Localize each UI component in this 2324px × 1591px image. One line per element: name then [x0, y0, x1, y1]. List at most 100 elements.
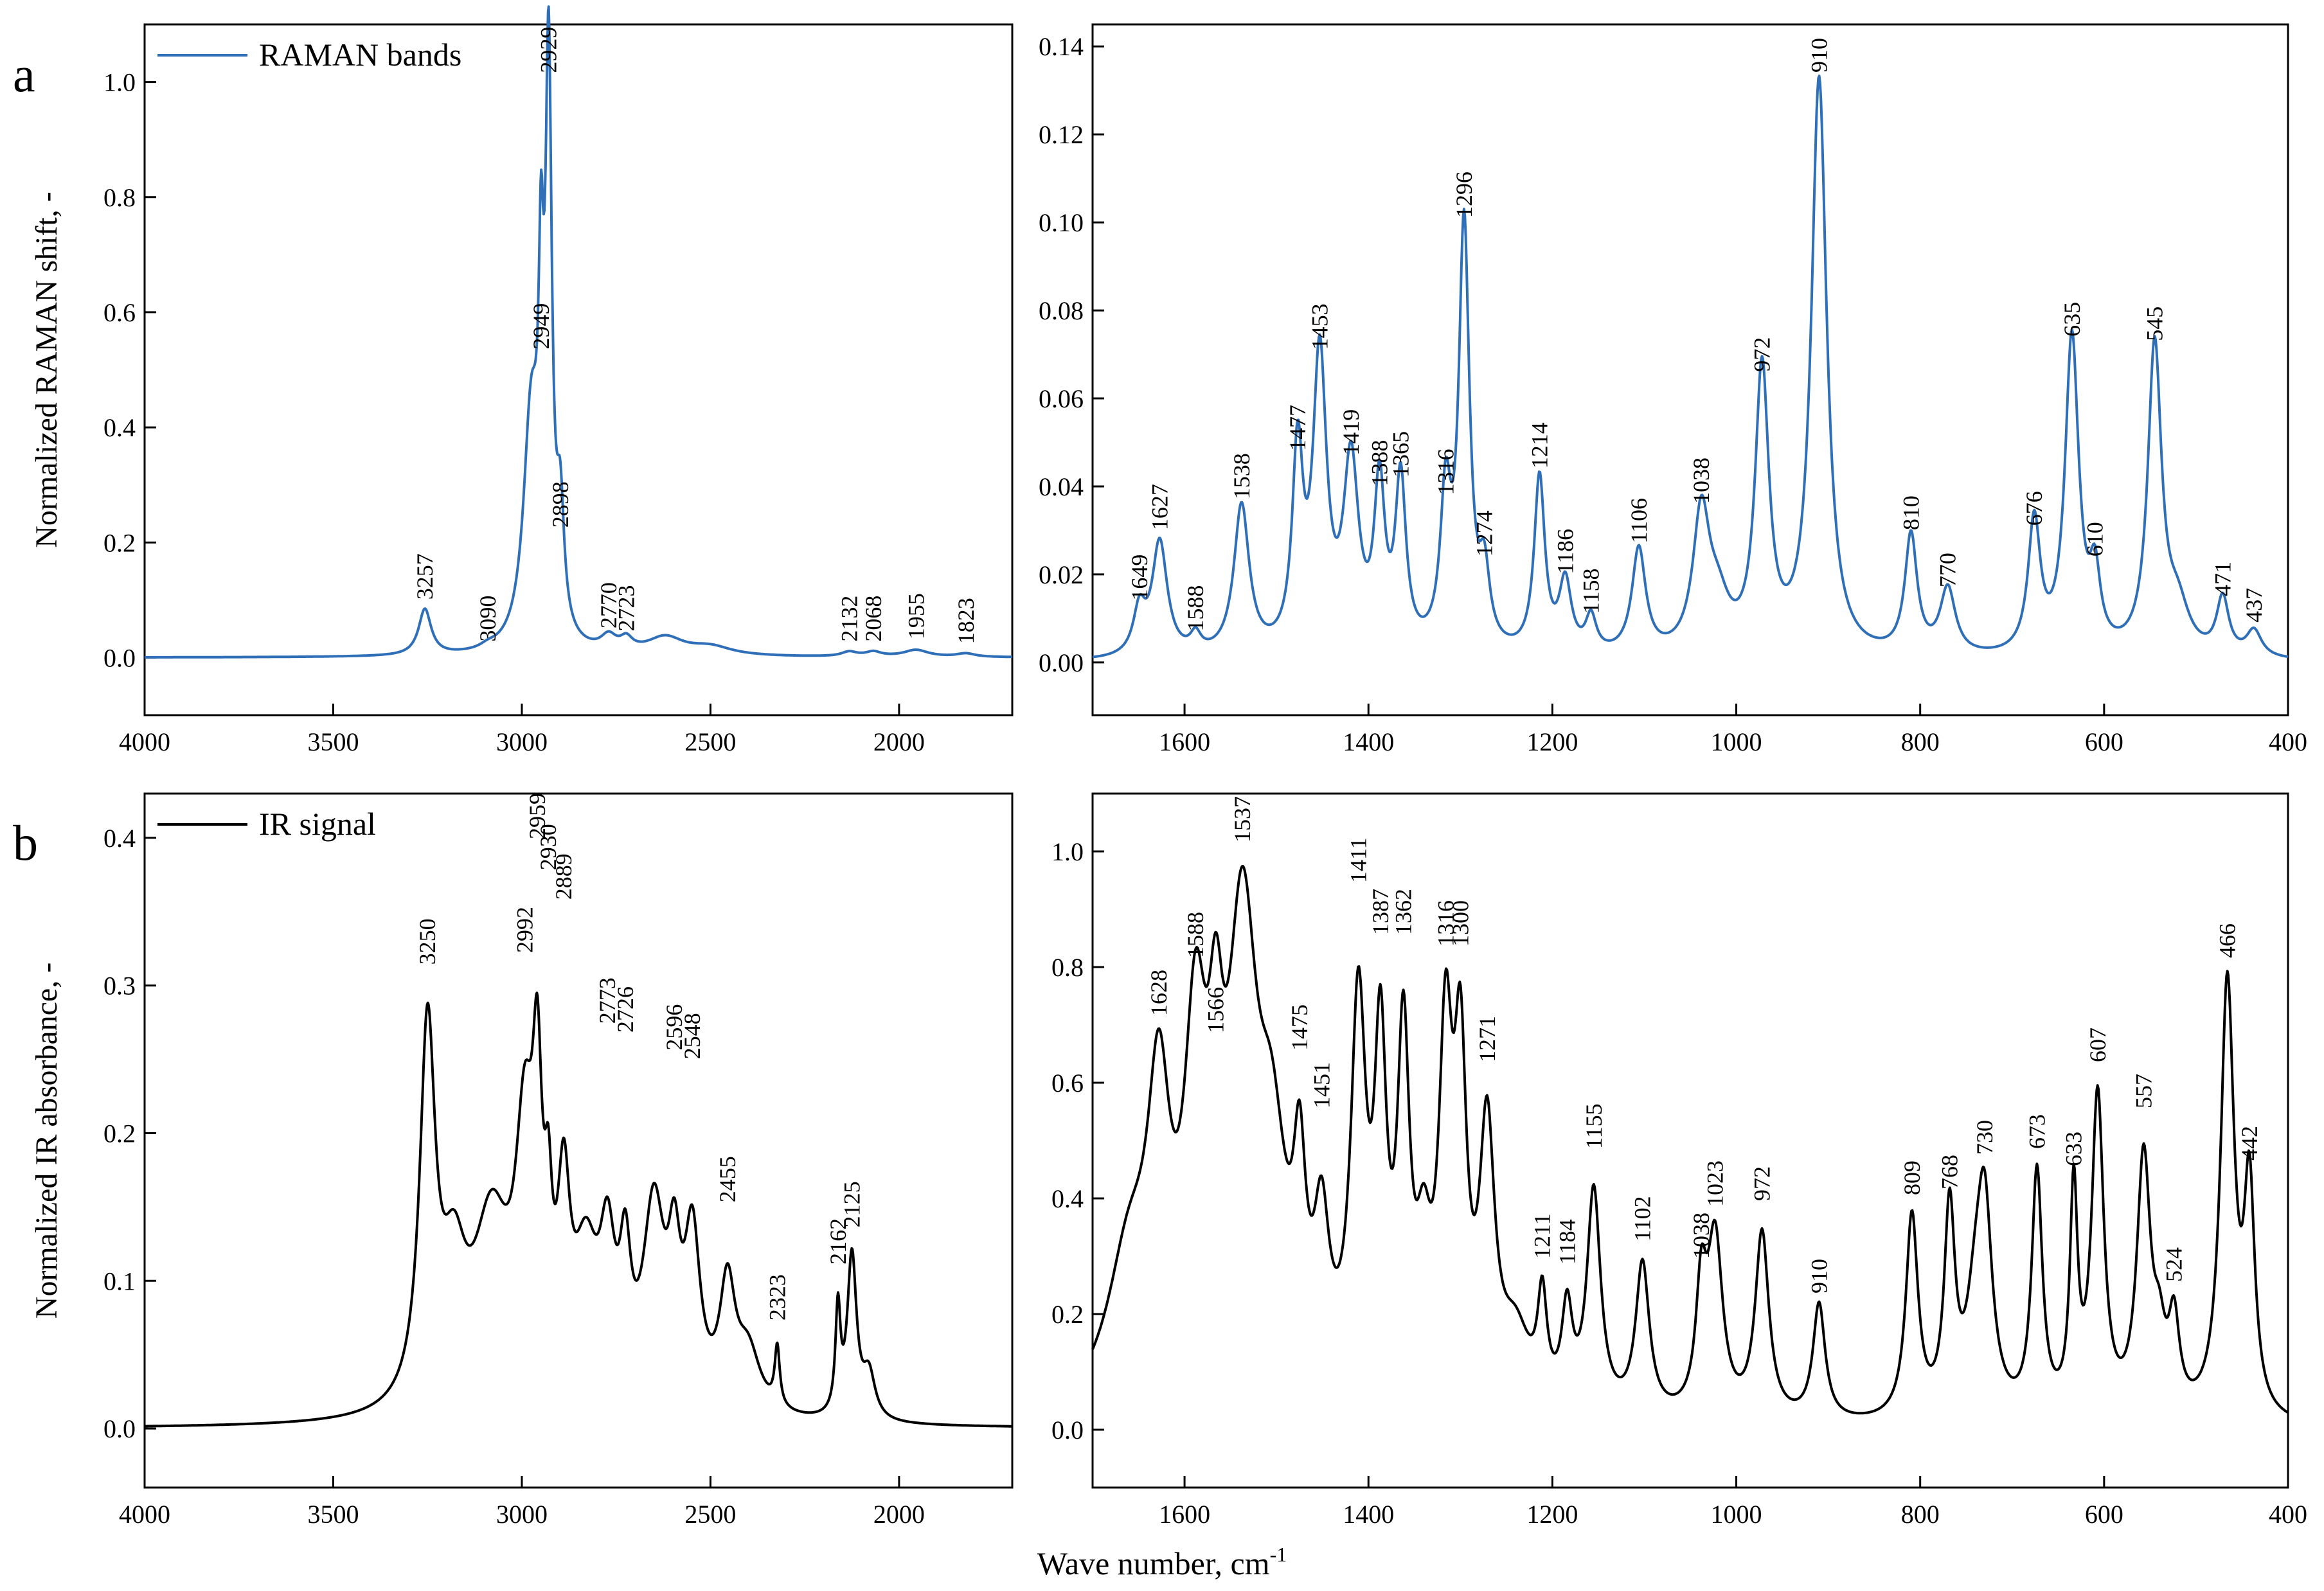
raman-high-panel: 4000 3500 3000 2500 2000 0.0 0.2 0.4 0.6 0.8 1.0 32…: [30, 5, 1014, 756]
ir-low-ytick-label-1: 0.2: [1051, 1300, 1084, 1329]
ir-high-xtick-label-4: 2000: [873, 1500, 925, 1529]
shared-x-axis-label: Wave number, cm-1: [1037, 1543, 1287, 1581]
raman-low-peak-label-770: 770: [1935, 553, 1961, 587]
raman-low-peak-label-545: 545: [2142, 307, 2168, 341]
raman-low-ytick-label-2: 0.04: [1039, 472, 1084, 501]
raman-high-peak-label-2929: 2929: [536, 27, 562, 73]
raman-low-peak-label-1538: 1538: [1229, 453, 1255, 499]
shared-x-axis-label-text: Wave number, cm: [1037, 1545, 1270, 1581]
ir-low-xtick-label-5: 600: [2085, 1500, 2123, 1529]
ir-high-peak-label-2455: 2455: [715, 1156, 740, 1202]
ir-low-peak-label-1271: 1271: [1474, 1016, 1500, 1062]
ir-high-panel: 4000 3500 3000 2500 2000 0.0 0.1 0.2 0.3 0.4 3250 2…: [30, 792, 1014, 1529]
ir-low-xtick-label-0: 1600: [1159, 1500, 1210, 1529]
ir-high-series-line: [144, 991, 1013, 1428]
ir-low-peak-label-1475: 1475: [1287, 1004, 1312, 1051]
ir-high-ytick-label-0: 0.0: [103, 1414, 136, 1443]
ir-low-peak-label-972: 972: [1749, 1166, 1775, 1201]
raman-low-xtick-label-4: 800: [1901, 727, 1940, 756]
raman-high-ytick-label-1: 0.2: [103, 528, 136, 557]
raman-low-peak-label-635: 635: [2059, 302, 2085, 337]
ir-high-peak-label-2726: 2726: [612, 986, 638, 1033]
raman-low-peak-label-610: 610: [2082, 522, 2108, 556]
ir-low-peak-label-673: 673: [2024, 1114, 2050, 1149]
raman-low-series-line: [1092, 75, 2289, 659]
raman-high-legend-label: RAMAN bands: [259, 37, 461, 73]
raman-low-peak-label-1365: 1365: [1388, 431, 1413, 477]
raman-low-peak-label-1296: 1296: [1451, 172, 1477, 218]
ir-low-peak-label-1628: 1628: [1146, 970, 1172, 1016]
ir-low-peak-label-1211: 1211: [1530, 1213, 1555, 1259]
raman-high-peak-label-2132: 2132: [836, 596, 862, 642]
raman-low-ytick-label-0: 0.00: [1039, 648, 1084, 677]
raman-high-ytick-label-2: 0.4: [103, 413, 136, 442]
raman-low-xtick-label-2: 1200: [1526, 727, 1578, 756]
ir-low-peak-label-1102: 1102: [1630, 1196, 1656, 1241]
panel-label-b: b: [13, 815, 38, 871]
raman-high-ytick-label-5: 1.0: [103, 68, 136, 97]
ir-high-peak-label-2125: 2125: [839, 1181, 865, 1227]
shared-x-axis-label-superscript: -1: [1270, 1543, 1287, 1566]
raman-low-ytick-label-3: 0.06: [1039, 384, 1084, 413]
ir-low-peak-label-1155: 1155: [1581, 1103, 1607, 1149]
raman-low-peak-label-910: 910: [1806, 38, 1832, 73]
raman-low-peak-label-810: 810: [1898, 495, 1924, 530]
raman-low-peak-label-1158: 1158: [1578, 569, 1604, 614]
raman-low-peak-label-471: 471: [2210, 562, 2235, 596]
ir-high-ytick-label-1: 0.1: [103, 1267, 136, 1295]
ir-high-peak-label-2596: 2596: [661, 1004, 687, 1051]
ir-low-peak-label-730: 730: [1972, 1120, 1998, 1155]
ir-low-peak-label-1566: 1566: [1203, 987, 1229, 1033]
raman-high-series-line: [144, 5, 1013, 659]
ir-high-xtick-label-2: 3000: [496, 1500, 548, 1529]
ir-high-peak-label-2930: 2930: [535, 824, 561, 870]
raman-low-panel: 1600 1400 1200 1000 800 600 400 0.00 0.02 0.04 0.0…: [1039, 23, 2307, 756]
ir-low-peak-label-466: 466: [2215, 923, 2240, 958]
raman-low-peak-label-1038: 1038: [1688, 458, 1714, 504]
raman-low-xtick-label-1: 1400: [1343, 727, 1394, 756]
raman-high-peak-label-2068: 2068: [861, 596, 886, 642]
ir-high-ytick-label-2: 0.2: [103, 1119, 136, 1148]
raman-low-peak-label-1388: 1388: [1366, 440, 1392, 486]
ir-low-peak-label-1537: 1537: [1229, 796, 1255, 842]
ir-high-xtick-label-0: 4000: [119, 1500, 170, 1529]
ir-high-xtick-label-3: 2500: [684, 1500, 736, 1529]
raman-low-peak-label-1419: 1419: [1338, 409, 1364, 456]
raman-low-peak-label-1316: 1316: [1433, 449, 1458, 495]
raman-low-peak-label-1186: 1186: [1552, 529, 1578, 574]
raman-high-ytick-label-4: 0.8: [103, 183, 136, 212]
ir-low-peak-label-1300: 1300: [1447, 900, 1473, 947]
ir-high-peak-label-2773: 2773: [594, 977, 620, 1024]
raman-low-frame: [1091, 23, 2289, 716]
ir-low-peak-label-1387: 1387: [1368, 889, 1393, 935]
ir-low-ytick-label-0: 0.0: [1051, 1416, 1084, 1444]
raman-low-peak-label-1477: 1477: [1285, 405, 1310, 451]
ir-low-peak-label-1184: 1184: [1554, 1219, 1580, 1265]
raman-low-peak-label-676: 676: [2021, 491, 2047, 526]
ir-high-peak-label-2323: 2323: [764, 1274, 790, 1320]
ir-high-peak-label-2992: 2992: [512, 907, 538, 953]
raman-high-peak-label-2723: 2723: [614, 585, 639, 632]
ir-low-peak-label-557: 557: [2131, 1074, 2156, 1108]
ir-low-xtick-label-3: 1000: [1711, 1500, 1762, 1529]
ir-low-panel: 1600 1400 1200 1000 800 600 400 0.0 0.2 0.4 0.6 0.8…: [1051, 792, 2307, 1529]
ir-low-xtick-label-4: 800: [1901, 1500, 1940, 1529]
ir-high-peak-label-2889: 2889: [551, 853, 577, 900]
raman-high-peak-label-1823: 1823: [953, 598, 979, 644]
ir-high-xtick-label-1: 3500: [307, 1500, 359, 1529]
raman-low-ytick-label-4: 0.08: [1039, 296, 1084, 325]
ir-low-peak-label-1362: 1362: [1391, 889, 1417, 935]
raman-low-peak-label-437: 437: [2241, 588, 2267, 623]
ir-high-ytick-label-3: 0.3: [103, 972, 136, 1000]
raman-low-ytick-label-5: 0.10: [1039, 208, 1084, 237]
raman-low-peak-label-1106: 1106: [1626, 498, 1652, 544]
panel-label-a: a: [13, 46, 35, 102]
ir-low-peak-label-768: 768: [1936, 1155, 1962, 1189]
raman-high-xtick-label-2: 3000: [496, 727, 548, 756]
raman-high-peak-label-1955: 1955: [903, 593, 929, 639]
raman-low-xtick-label-3: 1000: [1711, 727, 1762, 756]
raman-high-peak-label-2770: 2770: [596, 582, 621, 628]
ir-low-xtick-label-6: 400: [2269, 1500, 2307, 1529]
raman-high-peak-label-3090: 3090: [475, 596, 501, 642]
